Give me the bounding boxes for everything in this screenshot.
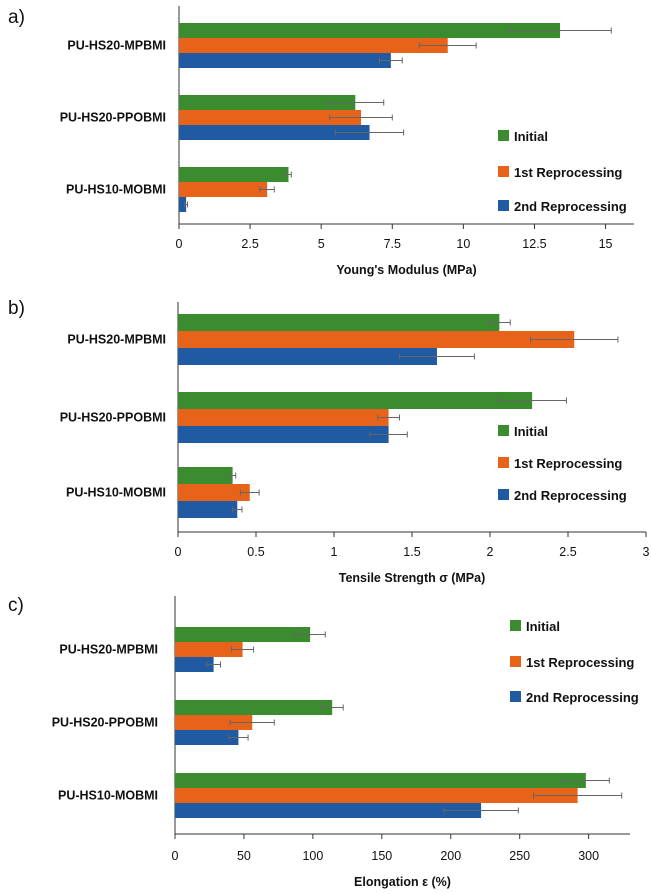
x-tick-label: 5 [318, 237, 325, 251]
category-label: PU-HS10-MOBMI [66, 183, 166, 197]
chart-panel-3: c) 0 50 100 150 200 250 300 Elongation ε (%) PU-H… [8, 595, 639, 889]
x-axis-title: Elongation ε (%) [354, 875, 451, 889]
panel-letter: a) [8, 7, 25, 28]
category-label: PU-HS10-MOBMI [58, 789, 158, 803]
bar-2 [178, 331, 575, 348]
legend-label: 2nd Reprocessing [514, 199, 627, 214]
bar-2 [178, 484, 250, 501]
category-label: PU-HS10-MOBMI [66, 486, 166, 500]
legend-label: 1st Reprocessing [514, 165, 622, 180]
category-label: PU-HS20-PPOBMI [60, 111, 166, 125]
bar-1 [179, 95, 356, 110]
bar-2 [175, 715, 253, 730]
x-tick-label: 7.5 [384, 237, 401, 251]
legend-swatch-1 [510, 620, 521, 631]
x-tick-label: 300 [578, 849, 599, 863]
legend-swatch-2 [498, 457, 509, 468]
bar-1 [175, 773, 586, 788]
x-tick-label: 0 [176, 237, 183, 251]
bar-2 [175, 788, 578, 803]
x-axis-title: Young's Modulus (MPa) [336, 263, 476, 277]
bar-2 [179, 38, 448, 53]
chart-panel-1: a) 0 2.5 5 7.5 10 12.5 15 Young's Modulus (MPa) P… [8, 6, 634, 277]
bar-1 [178, 467, 233, 484]
category-label: PU-HS20-MPBMI [67, 39, 166, 53]
bar-2 [179, 182, 268, 197]
legend-swatch-3 [498, 200, 509, 211]
legend-label: 2nd Reprocessing [514, 488, 627, 503]
bar-3 [178, 426, 389, 443]
bar-2 [178, 409, 389, 426]
x-tick-label: 1.5 [403, 545, 420, 559]
legend-swatch-2 [498, 166, 509, 177]
x-tick-label: 150 [371, 849, 392, 863]
bar-1 [179, 23, 561, 38]
bar-1 [175, 700, 333, 715]
chart-panel-2: b) 0 0.5 1 1.5 2 2.5 3 Tensile Strength σ (MPa) P… [8, 298, 650, 585]
bar-2 [175, 642, 243, 657]
panel-letter: b) [8, 298, 25, 319]
legend-label: Initial [514, 424, 548, 439]
bar-3 [179, 197, 187, 212]
x-tick-label: 50 [237, 849, 251, 863]
legend-label: 1st Reprocessing [514, 456, 622, 471]
x-tick-label: 0.5 [247, 545, 264, 559]
legend-swatch-3 [498, 489, 509, 500]
bar-3 [179, 53, 391, 68]
bar-3 [175, 657, 214, 672]
category-label: PU-HS20-MPBMI [67, 333, 166, 347]
legend-swatch-1 [498, 130, 509, 141]
category-label: PU-HS20-MPBMI [59, 643, 158, 657]
legend-swatch-2 [510, 656, 521, 667]
bar-3 [178, 501, 238, 518]
legend-label: 2nd Reprocessing [526, 690, 639, 705]
bar-1 [178, 314, 500, 331]
panel-letter: c) [8, 595, 24, 616]
x-tick-label: 12.5 [522, 237, 546, 251]
legend: Initial 1st Reprocessing 2nd Reprocessing [498, 129, 627, 214]
legend: Initial 1st Reprocessing 2nd Reprocessing [498, 424, 627, 503]
category-label: PU-HS20-PPOBMI [60, 411, 166, 425]
x-tick-label: 100 [302, 849, 323, 863]
bar-1 [178, 392, 533, 409]
x-axis-title: Tensile Strength σ (MPa) [339, 571, 486, 585]
legend-label: Initial [514, 129, 548, 144]
x-tick-label: 0 [172, 849, 179, 863]
x-tick-label: 250 [509, 849, 530, 863]
bar-3 [175, 730, 239, 745]
x-tick-label: 0 [175, 545, 182, 559]
bar-3 [179, 125, 370, 140]
legend-swatch-1 [498, 425, 509, 436]
bar-1 [179, 167, 289, 182]
x-tick-label: 10 [456, 237, 470, 251]
legend-label: Initial [526, 619, 560, 634]
legend-swatch-3 [510, 691, 521, 702]
category-label: PU-HS20-PPOBMI [52, 716, 158, 730]
x-tick-label: 2.5 [559, 545, 576, 559]
x-tick-label: 1 [331, 545, 338, 559]
bar-1 [175, 627, 311, 642]
bar-3 [175, 803, 482, 818]
legend: Initial 1st Reprocessing 2nd Reprocessing [510, 619, 639, 705]
x-tick-label: 15 [599, 237, 613, 251]
legend-label: 1st Reprocessing [526, 655, 634, 670]
x-tick-label: 3 [643, 545, 650, 559]
bar-2 [179, 110, 361, 125]
x-tick-label: 200 [440, 849, 461, 863]
x-tick-label: 2.5 [241, 237, 258, 251]
bar-3 [178, 348, 437, 365]
x-tick-label: 2 [487, 545, 494, 559]
